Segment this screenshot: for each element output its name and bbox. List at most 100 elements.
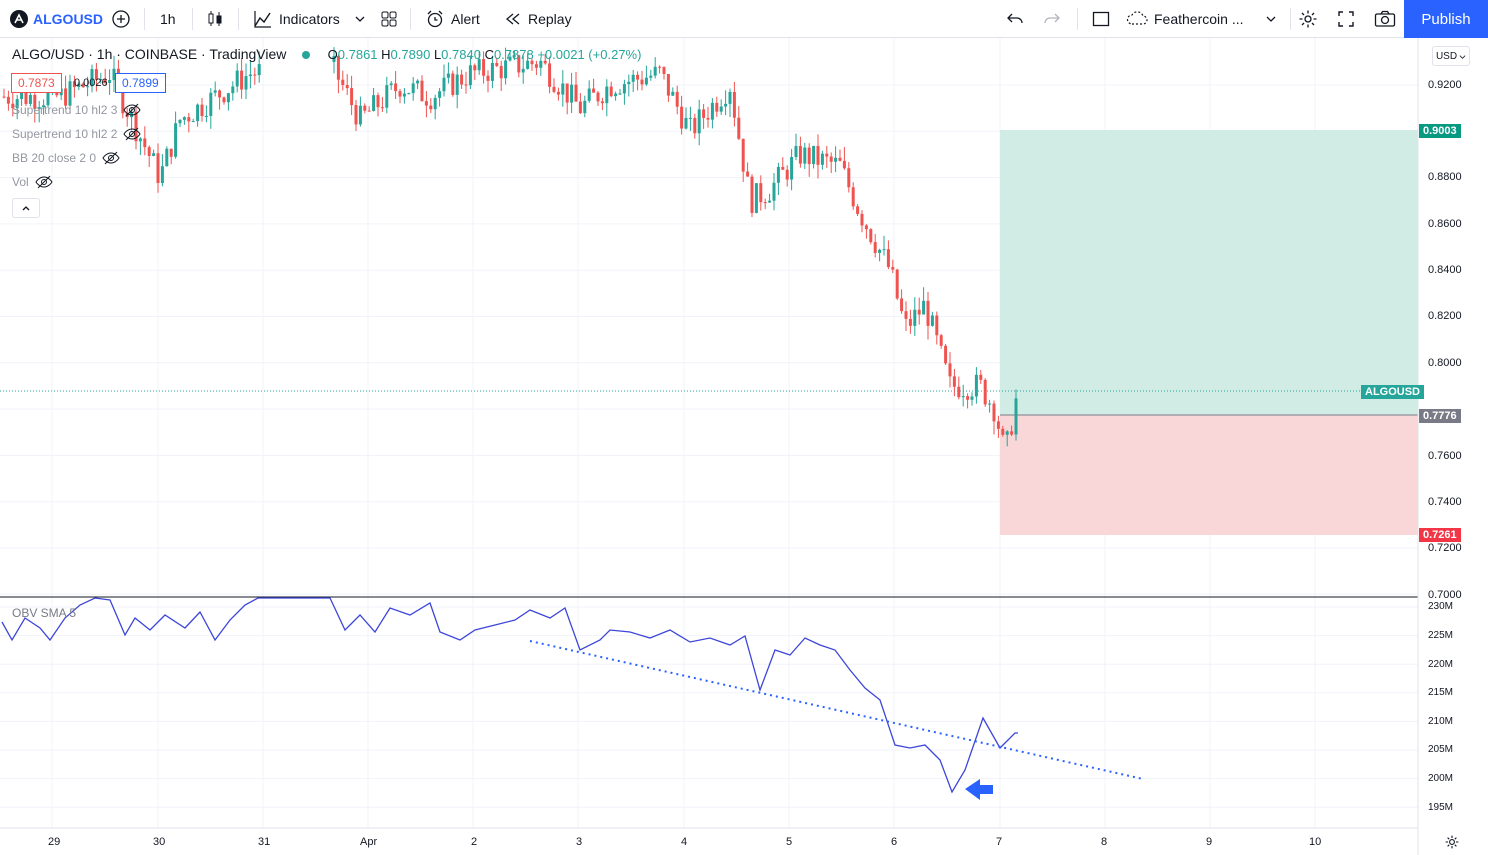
obv-tick: 215M bbox=[1428, 687, 1454, 698]
chart-type-button[interactable] bbox=[205, 0, 225, 38]
entry-price-tag[interactable]: 0.7776 bbox=[1419, 409, 1461, 423]
price-tick: 0.8000 bbox=[1428, 357, 1462, 369]
loss-zone[interactable] bbox=[1000, 415, 1418, 535]
time-tick: 29 bbox=[48, 836, 61, 848]
time-tick: 30 bbox=[153, 836, 166, 848]
publish-button[interactable]: Publish bbox=[1404, 0, 1488, 38]
candle-body bbox=[1005, 431, 1009, 435]
candle-body bbox=[790, 156, 794, 180]
candle-body bbox=[697, 109, 701, 134]
replay-button[interactable]: Replay bbox=[504, 0, 572, 38]
candle-body bbox=[530, 60, 534, 65]
candle-body bbox=[592, 88, 596, 93]
sell-button[interactable]: 0.7873 bbox=[11, 73, 62, 93]
candle-body bbox=[653, 66, 657, 76]
candle-body bbox=[182, 117, 186, 120]
indicators-button[interactable]: Indicators bbox=[253, 0, 340, 38]
candle-body bbox=[957, 386, 961, 398]
trend-line[interactable] bbox=[529, 640, 1144, 780]
snapshot-button[interactable] bbox=[1374, 0, 1396, 38]
candle-body bbox=[33, 94, 37, 110]
collapse-legend-button[interactable] bbox=[12, 198, 40, 218]
indicator-label: Supertrend 10 hl2 3 bbox=[12, 103, 118, 117]
profit-zone[interactable] bbox=[1000, 130, 1418, 415]
alert-label: Alert bbox=[451, 11, 480, 27]
currency-button[interactable]: USD bbox=[1432, 46, 1470, 66]
candle-body bbox=[99, 79, 103, 81]
target-price-tag[interactable]: 0.9003 bbox=[1419, 124, 1461, 138]
indicator-row-supertrend-3[interactable]: Supertrend 10 hl2 3 bbox=[12, 103, 142, 117]
settings-button[interactable] bbox=[1298, 0, 1318, 38]
alert-button[interactable]: Alert bbox=[425, 0, 480, 38]
candle-body bbox=[204, 115, 208, 117]
candle-body bbox=[842, 160, 846, 169]
indicator-row-vol[interactable]: Vol bbox=[12, 175, 53, 189]
candle-body bbox=[587, 88, 591, 101]
candle-body bbox=[996, 421, 1000, 429]
candle-body bbox=[534, 64, 538, 68]
candle-body bbox=[1001, 428, 1005, 435]
price-tick: 0.8800 bbox=[1428, 171, 1462, 183]
candle-body bbox=[966, 396, 970, 400]
candle-body bbox=[94, 69, 98, 80]
candle-body bbox=[979, 374, 983, 380]
eye-hidden-icon[interactable] bbox=[102, 151, 120, 165]
layout-name-button[interactable]: Feathercoin ... bbox=[1126, 0, 1244, 38]
arrow-annotation[interactable] bbox=[965, 779, 993, 800]
candle-body bbox=[908, 318, 912, 326]
candle-body bbox=[495, 62, 499, 66]
candle-body bbox=[693, 117, 697, 134]
obv-legend[interactable]: OBV SMA 5 bbox=[12, 606, 77, 620]
candle-body bbox=[900, 298, 904, 312]
candle-body bbox=[552, 86, 556, 92]
indicator-row-bb[interactable]: BB 20 close 2 0 bbox=[12, 151, 120, 165]
layout-dropdown[interactable] bbox=[1265, 0, 1277, 38]
candle-body bbox=[169, 148, 173, 157]
eye-hidden-icon[interactable] bbox=[123, 103, 142, 117]
indicators-dropdown[interactable] bbox=[354, 0, 366, 38]
undo-button[interactable] bbox=[1006, 0, 1024, 38]
time-tick: 8 bbox=[1101, 836, 1108, 848]
candle-body bbox=[77, 83, 81, 88]
stop-price-tag[interactable]: 0.7261 bbox=[1419, 528, 1461, 542]
candle-body bbox=[658, 66, 662, 68]
indicator-row-supertrend-2[interactable]: Supertrend 10 hl2 2 bbox=[12, 127, 142, 141]
indicators-icon bbox=[254, 11, 271, 28]
candle-body bbox=[402, 93, 406, 97]
replay-label: Replay bbox=[528, 11, 572, 27]
templates-button[interactable] bbox=[379, 0, 399, 38]
candle-body bbox=[213, 90, 217, 93]
candle-body bbox=[380, 107, 384, 109]
eye-hidden-icon[interactable] bbox=[35, 175, 53, 189]
interval-button[interactable]: 1h bbox=[160, 0, 176, 38]
price-tick: 0.8400 bbox=[1428, 264, 1462, 276]
grid-icon bbox=[381, 11, 397, 27]
fullscreen-button[interactable] bbox=[1337, 0, 1355, 38]
chart-title[interactable]: ALGO/USD · 1h · COINBASE · TradingView bbox=[12, 46, 287, 62]
symbol-search[interactable]: ALGOUSD bbox=[10, 0, 105, 38]
candle-body bbox=[895, 269, 899, 299]
candle-body bbox=[970, 396, 974, 400]
candle-body bbox=[772, 182, 776, 201]
candle-body bbox=[147, 147, 151, 156]
candle-body bbox=[618, 93, 622, 95]
candle-body bbox=[904, 311, 908, 319]
price-tick: 0.8200 bbox=[1428, 310, 1462, 322]
candle-body bbox=[1010, 431, 1014, 435]
eye-hidden-icon[interactable] bbox=[123, 127, 142, 141]
layout-select-button[interactable] bbox=[1092, 0, 1110, 38]
redo-button[interactable] bbox=[1043, 0, 1061, 38]
indicator-label: Vol bbox=[12, 175, 29, 189]
axis-settings-button[interactable] bbox=[1444, 834, 1460, 855]
candle-body bbox=[468, 65, 472, 86]
candle-body bbox=[702, 109, 706, 118]
candle-body bbox=[820, 153, 824, 165]
candle-body bbox=[869, 229, 873, 243]
compare-add-button[interactable] bbox=[111, 0, 131, 38]
buy-button[interactable]: 0.7899 bbox=[115, 73, 166, 93]
alarm-clock-icon bbox=[427, 10, 443, 28]
candle-body bbox=[248, 74, 252, 77]
candle-body bbox=[605, 86, 609, 104]
candle-body bbox=[675, 91, 679, 107]
